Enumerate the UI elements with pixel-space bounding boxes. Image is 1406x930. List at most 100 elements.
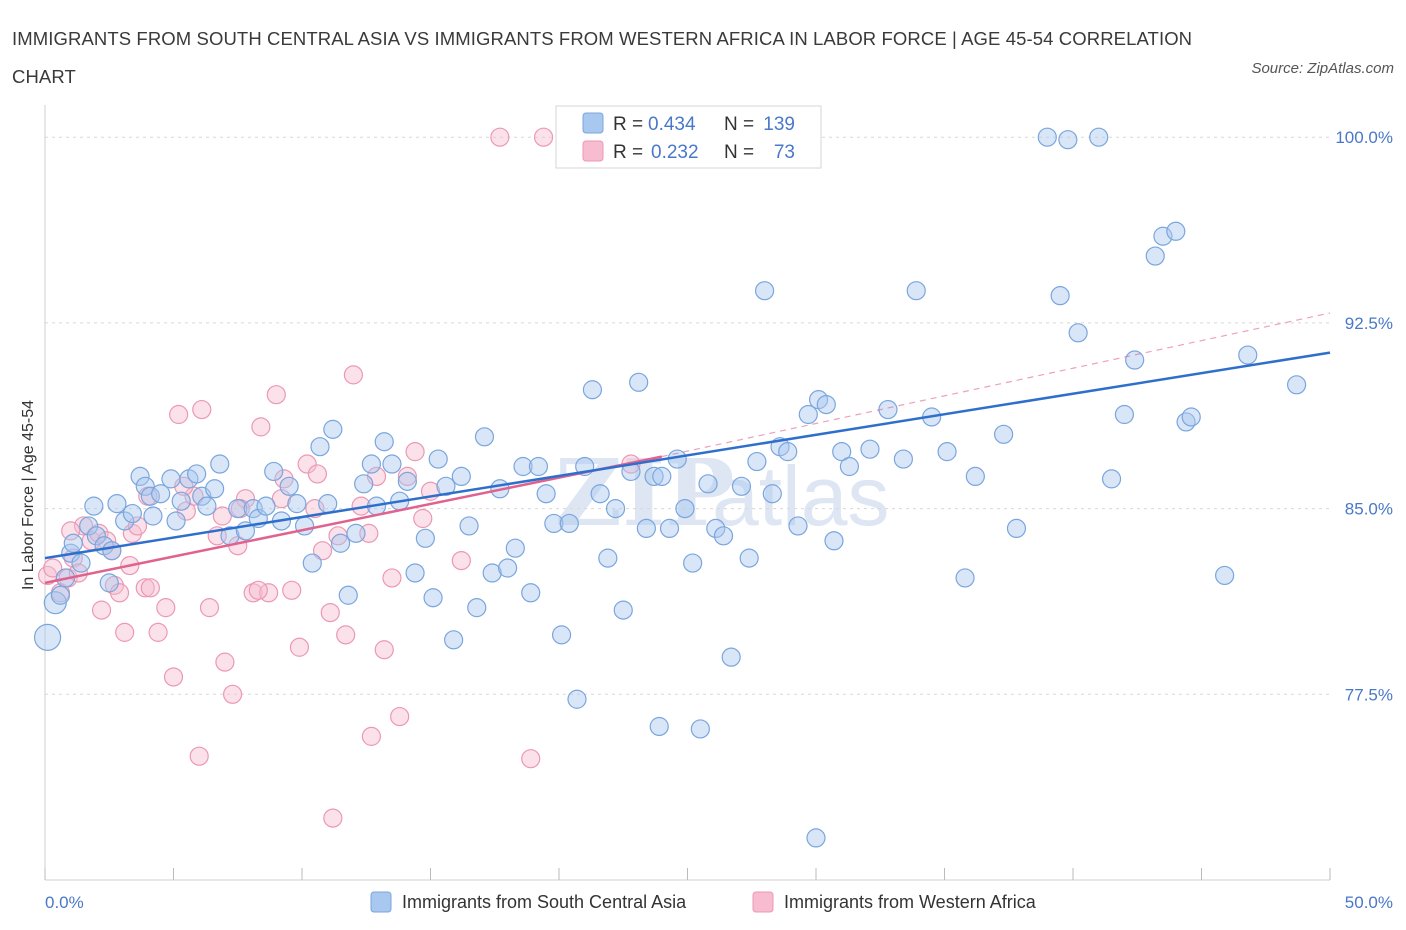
south-central-asia-point-117 xyxy=(955,568,975,588)
south-central-asia-point-110 xyxy=(839,456,860,477)
south-central-asia-point-114 xyxy=(906,281,926,301)
y-axis-title: In Labor Force | Age 45-54 xyxy=(20,400,37,590)
south-central-asia-point-49 xyxy=(361,454,381,474)
western-africa-point-12 xyxy=(115,622,135,642)
south-central-asia-point-93 xyxy=(698,474,718,494)
legend-top: R = 0.434 N = 139 R = 0.232 N = 73 xyxy=(555,105,822,169)
south-central-asia-point-7 xyxy=(79,516,99,536)
south-central-asia-point-16 xyxy=(130,466,150,487)
south-central-asia-point-21 xyxy=(161,469,181,489)
western-africa-point-24 xyxy=(199,598,220,618)
legend-top-r-label-1: R = xyxy=(613,114,643,135)
western-africa-point-9 xyxy=(97,531,117,551)
western-africa-point-37 xyxy=(297,454,317,474)
y-tick-label-3: 100.0% xyxy=(1335,128,1393,147)
western-africa-point-49 xyxy=(390,706,410,727)
south-central-asia-point-43 xyxy=(318,494,338,514)
south-central-asia-point-17 xyxy=(135,476,155,496)
south-central-asia-point-64 xyxy=(474,427,495,447)
south-central-asia-point-73 xyxy=(544,513,564,534)
western-africa-point-40 xyxy=(320,602,340,623)
western-africa-point-66 xyxy=(323,808,343,828)
south-central-asia-point-129 xyxy=(1153,226,1173,246)
south-central-asia-point-78 xyxy=(582,380,603,400)
south-central-asia-point-97 xyxy=(731,476,752,496)
south-central-asia-point-107 xyxy=(816,395,836,415)
western-africa-point-15 xyxy=(135,578,155,598)
south-central-asia-point-99 xyxy=(747,451,767,472)
legend-bottom-label-2: Immigrants from Western Africa xyxy=(784,892,1037,912)
western-africa-point-60 xyxy=(307,464,328,484)
south-central-asia-point-128 xyxy=(1145,246,1165,266)
south-central-asia-point-12 xyxy=(102,541,122,561)
south-central-asia-point-0 xyxy=(33,623,62,651)
south-central-asia-point-65 xyxy=(482,563,502,583)
south-central-asia-point-38 xyxy=(279,476,299,496)
south-central-asia-point-108 xyxy=(824,531,844,551)
legend-top-swatch-2 xyxy=(582,140,604,162)
south-central-asia-point-132 xyxy=(1181,407,1201,427)
south-central-asia-point-138 xyxy=(1058,130,1078,150)
axis-ticks: 77.5% 85.0% 92.5% 100.0% 0.0% 50.0% xyxy=(44,128,1393,912)
south-central-asia-point-39 xyxy=(287,494,307,514)
south-central-asia-point-119 xyxy=(994,424,1014,444)
south-central-asia-point-19 xyxy=(143,506,163,526)
south-central-asia-point-81 xyxy=(605,498,626,519)
south-central-asia-point-75 xyxy=(559,513,579,534)
south-central-asia-point-84 xyxy=(629,372,649,392)
south-central-asia-point-62 xyxy=(459,516,479,536)
south-central-asia-point-8 xyxy=(84,496,104,516)
south-central-asia-point-44 xyxy=(323,419,343,439)
south-central-asia-point-58 xyxy=(428,449,448,469)
south-central-asia-point-59 xyxy=(436,476,456,496)
western-africa-point-58 xyxy=(248,580,268,600)
south-central-asia-point-45 xyxy=(330,533,351,553)
western-africa-point-36 xyxy=(289,637,310,657)
legend-top-n-value-1: 139 xyxy=(763,114,795,135)
south-central-asia-point-113 xyxy=(893,449,913,469)
south-central-asia-point-36 xyxy=(264,461,284,482)
western-africa-point-33 xyxy=(266,385,286,405)
western-africa-point-51 xyxy=(405,442,425,462)
y-tick-label-1: 85.0% xyxy=(1345,500,1393,519)
south-central-asia-point-88 xyxy=(659,518,680,539)
western-africa-point-18 xyxy=(156,598,176,618)
south-central-asia-point-92 xyxy=(690,719,710,739)
south-central-asia-point-2 xyxy=(50,585,71,605)
legend-bottom-label-1: Immigrants from South Central Asia xyxy=(402,892,687,912)
south-central-asia-point-100 xyxy=(754,281,775,301)
south-central-asia-point-121 xyxy=(1037,127,1057,147)
south-central-asia-point-63 xyxy=(467,598,487,618)
south-central-asia-point-94 xyxy=(706,518,726,539)
legend-top-r-value-2: 0.232 xyxy=(651,142,699,163)
chart-source: Source: ZipAtlas.com xyxy=(1251,60,1394,77)
x-tick-label-1: 50.0% xyxy=(1345,893,1393,912)
south-central-asia-point-95 xyxy=(713,526,734,546)
south-central-asia-point-6 xyxy=(71,553,91,573)
western-africa-point-8 xyxy=(89,523,109,543)
south-central-asia-point-90 xyxy=(675,498,695,519)
legend-top-n-label-1: N = xyxy=(724,114,754,135)
western-africa-point-65 xyxy=(189,746,209,766)
south-central-asia-point-133 xyxy=(1215,565,1235,586)
western-africa-point-21 xyxy=(176,501,196,521)
south-central-asia-point-98 xyxy=(739,548,759,568)
south-central-asia-point-55 xyxy=(405,563,425,583)
western-africa-point-11 xyxy=(109,583,130,603)
south-central-asia-point-127 xyxy=(1125,350,1145,370)
south-central-asia-point-13 xyxy=(107,494,127,514)
south-central-asia-point-79 xyxy=(590,484,610,504)
south-central-asia-point-116 xyxy=(937,442,957,462)
south-central-asia-point-31 xyxy=(228,498,248,519)
western-africa-point-17 xyxy=(148,622,168,642)
western-africa-point-67 xyxy=(361,726,381,746)
trend-line-south-central-asia xyxy=(44,351,1331,560)
western-africa-point-1 xyxy=(43,558,63,578)
western-africa-point-30 xyxy=(243,583,263,603)
south-central-asia-point-52 xyxy=(382,454,402,474)
south-central-asia-point-51 xyxy=(374,432,394,452)
trend-line-western-africa xyxy=(44,455,663,585)
legend-top-r-value-1: 0.434 xyxy=(648,114,696,135)
south-central-asia-point-20 xyxy=(151,484,171,504)
south-central-asia-point-57 xyxy=(423,588,443,608)
